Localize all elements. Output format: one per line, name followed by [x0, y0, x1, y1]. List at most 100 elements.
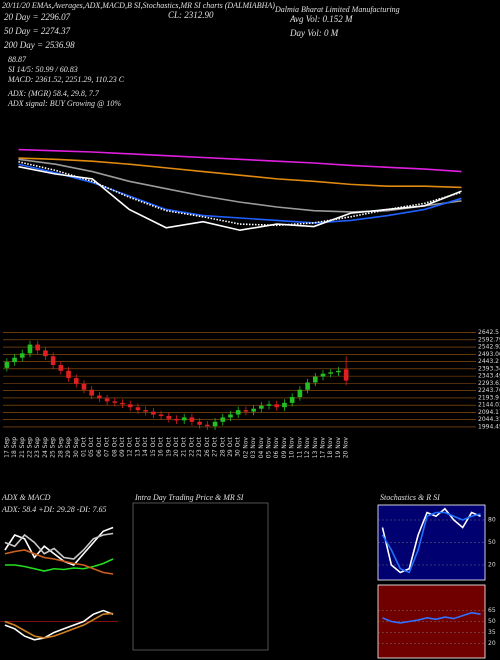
- x-tick-label: 13 Nov: [312, 437, 319, 459]
- candle-body: [143, 410, 148, 412]
- x-tick-label: 20 Oct: [173, 436, 180, 457]
- x-tick-label: 21 Oct: [181, 436, 188, 457]
- candle-body: [81, 383, 87, 390]
- y-tick-label: 80: [488, 517, 496, 524]
- x-tick-label: 22 Sep: [26, 437, 33, 458]
- header-title: 20/11/20 EMAs,Averages,ADX,MACD,B SI,Sto…: [2, 1, 275, 10]
- ma200-label: 200 Day = 2536.98: [4, 40, 75, 50]
- x-tick-label: 05 Oct: [88, 436, 95, 457]
- candle-body: [104, 398, 110, 402]
- x-tick-label: 30 Sep: [73, 437, 80, 458]
- x-tick-label: 03 Nov: [250, 437, 257, 459]
- day-volume: Day Vol: 0 M: [289, 28, 339, 38]
- candle-body: [343, 369, 349, 381]
- series-line: [4, 526, 114, 566]
- x-tick-label: 11 Nov: [296, 437, 303, 459]
- candle-body: [12, 357, 17, 363]
- series-line: [381, 511, 481, 574]
- x-tick-label: 29 Oct: [227, 436, 234, 457]
- x-tick-label: 16 Oct: [158, 436, 165, 457]
- adx-value: ADX: (MGR) 58.4, 29.8, 7.7: [7, 89, 100, 98]
- y-tick-label: 2592.79: [478, 336, 500, 343]
- candle-body: [50, 356, 56, 365]
- x-tick-label: 07 Oct: [104, 436, 111, 457]
- x-tick-label: 08 Oct: [111, 436, 118, 457]
- x-tick-label: 12 Oct: [127, 436, 134, 457]
- candle-body: [151, 411, 156, 415]
- candle-body: [336, 370, 341, 373]
- y-tick-label: 50: [488, 539, 496, 546]
- candle-body: [19, 353, 25, 358]
- x-tick-label: 24 Sep: [42, 437, 49, 458]
- y-tick-label: 20: [488, 562, 496, 569]
- series-line: [18, 157, 462, 189]
- y-tick-label: 2144.03: [478, 402, 500, 409]
- series-line: [4, 549, 114, 575]
- series-line: [18, 165, 462, 232]
- si-value: SI 14/5: 50.99 / 60.83: [8, 65, 78, 74]
- candle-body: [320, 373, 326, 377]
- x-tick-label: 20 Nov: [343, 437, 350, 459]
- x-tick-label: 26 Oct: [204, 436, 211, 457]
- y-tick-label: 2542.92: [478, 344, 500, 351]
- x-tick-label: 13 Oct: [134, 436, 141, 457]
- series-line: [18, 158, 462, 213]
- candle-body: [228, 414, 233, 418]
- candle-body: [305, 382, 310, 390]
- x-tick-label: 25 Sep: [50, 437, 57, 458]
- candle-body: [289, 397, 295, 403]
- ma20-label: 20 Day = 2296.07: [4, 12, 71, 22]
- close-price: CL: 2312.90: [168, 10, 214, 20]
- candle-body: [220, 417, 226, 422]
- y-tick-label: 2642.5: [478, 329, 499, 336]
- y-tick-label: 2393.34: [478, 365, 500, 372]
- series-line: [4, 558, 114, 572]
- x-tick-label: 19 Oct: [165, 436, 172, 457]
- x-tick-label: 02 Nov: [242, 437, 249, 459]
- candle-body: [35, 344, 41, 351]
- panel-background: [132, 502, 269, 651]
- x-tick-label: 06 Oct: [96, 436, 103, 457]
- x-tick-label: 18 Nov: [327, 437, 334, 459]
- x-tick-label: 19 Nov: [335, 437, 342, 459]
- panel-title: Stochastics & R SI: [380, 493, 440, 502]
- candle-body: [66, 370, 71, 379]
- candle-body: [58, 364, 64, 371]
- candle-body: [120, 402, 125, 405]
- candle-body: [212, 421, 218, 427]
- candle-body: [112, 401, 118, 403]
- y-tick-label: 2443.2: [478, 358, 499, 365]
- y-tick-label: 2243.76: [478, 387, 500, 394]
- x-tick-label: 28 Oct: [219, 436, 226, 457]
- panel-annotation: ADX: 58.4 +DI: 29.28 -DI: 7.65: [1, 505, 107, 514]
- avg-volume: Avg Vol: 0.152 M: [289, 14, 353, 24]
- candle-body: [181, 417, 187, 421]
- x-tick-label: 17 Nov: [320, 437, 327, 459]
- y-tick-label: 2493.06: [478, 351, 500, 358]
- x-tick-label: 27 Oct: [212, 436, 219, 457]
- candle-body: [97, 395, 102, 399]
- x-tick-label: 01 Oct: [80, 436, 87, 457]
- candle-body: [235, 410, 241, 415]
- candle-body: [158, 414, 164, 416]
- candle-body: [312, 376, 318, 383]
- y-tick-label: 2293.63: [478, 380, 500, 387]
- candle-body: [43, 350, 48, 357]
- candle-body: [89, 389, 94, 396]
- candle-body: [73, 378, 79, 384]
- x-tick-label: 06 Nov: [273, 437, 280, 459]
- x-tick-label: 30 Oct: [235, 436, 242, 457]
- x-tick-label: 23 Sep: [34, 437, 41, 458]
- x-tick-label: 14 Oct: [142, 436, 149, 457]
- candle-body: [127, 404, 133, 408]
- candle-body: [243, 410, 249, 412]
- x-tick-label: 12 Nov: [304, 437, 311, 459]
- candle-body: [174, 418, 179, 421]
- candle-body: [197, 421, 202, 425]
- y-tick-label: 65: [488, 607, 496, 614]
- x-tick-label: 09 Oct: [119, 436, 126, 457]
- x-tick-label: 21 Sep: [19, 437, 26, 458]
- adx-signal: ADX signal: BUY Growing @ 10%: [7, 99, 121, 108]
- y-tick-label: 2044.31: [478, 416, 500, 423]
- x-tick-label: 17 Sep: [3, 437, 10, 458]
